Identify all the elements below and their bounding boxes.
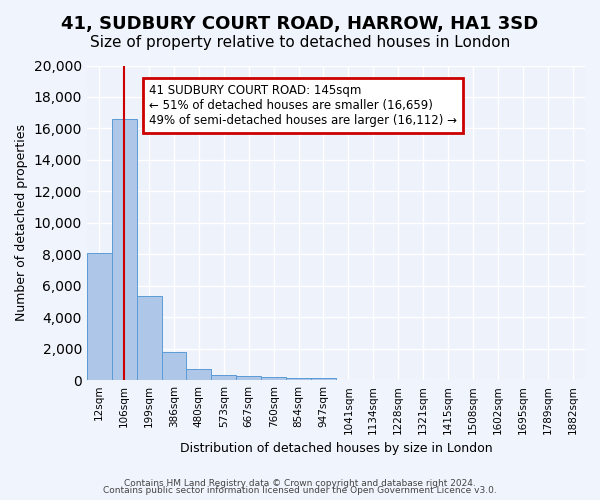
Text: 41, SUDBURY COURT ROAD, HARROW, HA1 3SD: 41, SUDBURY COURT ROAD, HARROW, HA1 3SD	[61, 15, 539, 33]
Bar	[112, 119, 137, 380]
Bar	[311, 378, 336, 380]
Bar	[187, 369, 211, 380]
Bar	[87, 254, 112, 380]
Bar	[211, 374, 236, 380]
Text: 41 SUDBURY COURT ROAD: 145sqm
← 51% of detached houses are smaller (16,659)
49% : 41 SUDBURY COURT ROAD: 145sqm ← 51% of d…	[149, 84, 457, 128]
Bar	[286, 378, 311, 380]
X-axis label: Distribution of detached houses by size in London: Distribution of detached houses by size …	[179, 442, 492, 455]
Text: Size of property relative to detached houses in London: Size of property relative to detached ho…	[90, 35, 510, 50]
Bar	[261, 377, 286, 380]
Y-axis label: Number of detached properties: Number of detached properties	[15, 124, 28, 322]
Text: Contains public sector information licensed under the Open Government Licence v3: Contains public sector information licen…	[103, 486, 497, 495]
Bar	[161, 352, 187, 380]
Text: Contains HM Land Registry data © Crown copyright and database right 2024.: Contains HM Land Registry data © Crown c…	[124, 478, 476, 488]
Bar	[236, 376, 261, 380]
Bar	[137, 296, 161, 380]
